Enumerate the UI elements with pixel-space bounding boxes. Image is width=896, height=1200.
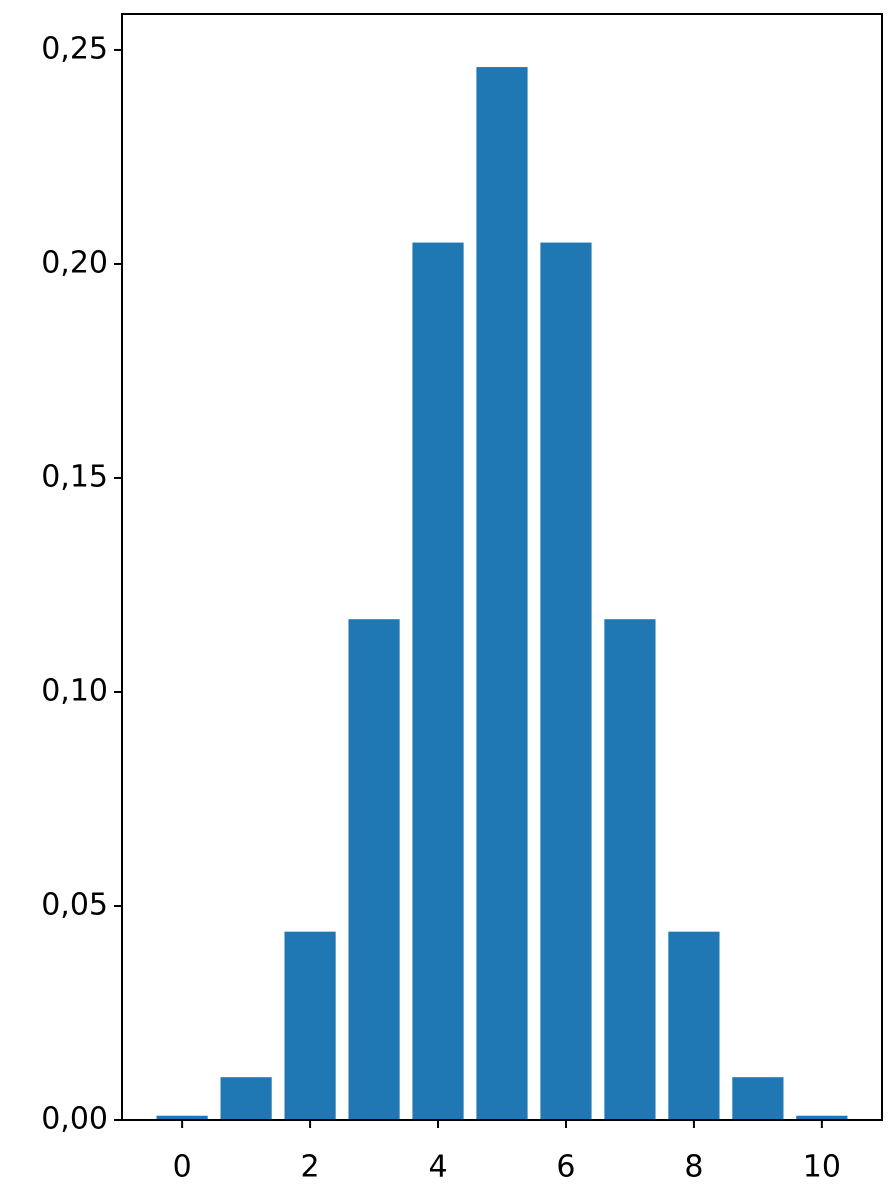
bar <box>604 619 656 1120</box>
bar <box>476 67 528 1120</box>
bar <box>668 931 720 1120</box>
x-tick-label: 4 <box>428 1150 447 1185</box>
y-tick-label: 0,00 <box>41 1102 108 1137</box>
x-tick-label: 8 <box>684 1150 703 1185</box>
y-tick-label: 0,10 <box>41 673 108 708</box>
bar <box>732 1077 784 1120</box>
bar <box>540 242 592 1121</box>
bar <box>156 1115 208 1120</box>
y-tick-label: 0,05 <box>41 887 108 922</box>
y-tick-label: 0,25 <box>41 31 108 66</box>
bar <box>412 242 464 1121</box>
bar <box>220 1077 272 1120</box>
x-tick-label: 0 <box>173 1150 192 1185</box>
y-tick-label: 0,15 <box>41 459 108 494</box>
bar <box>284 931 336 1120</box>
axes-frame <box>121 13 883 1121</box>
x-tick-label: 2 <box>301 1150 320 1185</box>
bar <box>796 1115 848 1120</box>
bar <box>348 619 400 1120</box>
x-tick-label: 6 <box>556 1150 575 1185</box>
y-tick-label: 0,20 <box>41 245 108 280</box>
x-tick-label: 10 <box>803 1150 841 1185</box>
